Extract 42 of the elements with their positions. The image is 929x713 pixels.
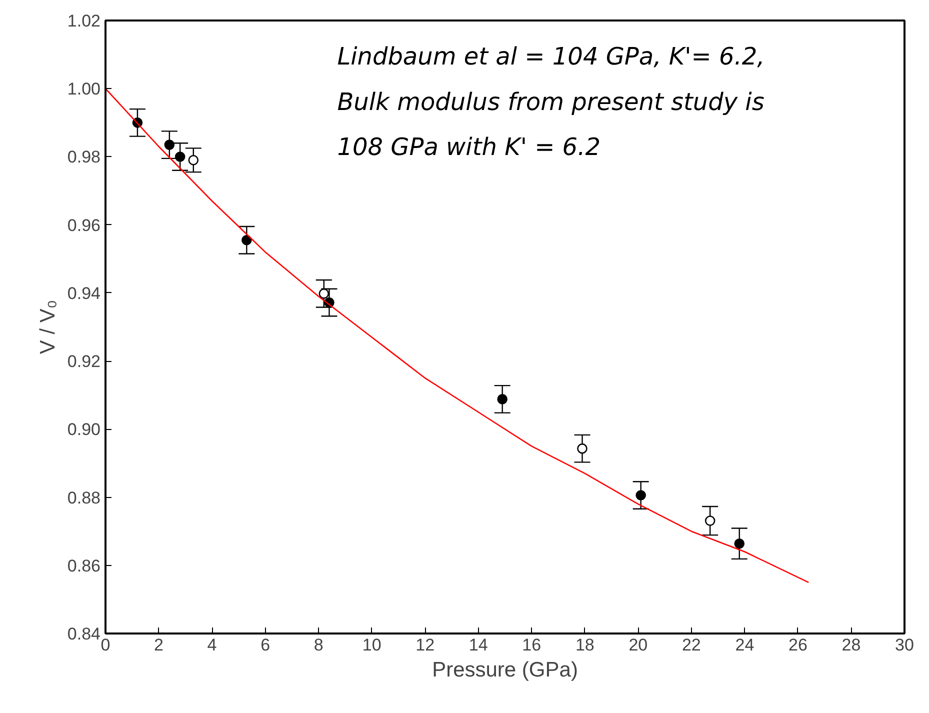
point bbox=[704, 516, 716, 526]
annotation: Bulk modulus from present study is bbox=[337, 88, 764, 116]
point bbox=[636, 490, 646, 500]
x-tick-label: 24 bbox=[735, 636, 754, 654]
x-tick-label: 14 bbox=[468, 636, 488, 654]
x-tick-label: 8 bbox=[314, 636, 324, 654]
point bbox=[242, 235, 252, 246]
x-tick-label: 18 bbox=[575, 636, 594, 654]
point bbox=[188, 154, 199, 166]
y-tick-label: 1.02 bbox=[67, 12, 101, 30]
annotation: Lindbaum et al = 104 GPa, K'= 6.2, bbox=[337, 42, 765, 71]
x-tick-label: 10 bbox=[362, 636, 382, 654]
x-tick-label: 30 bbox=[895, 636, 914, 654]
x-axis-title: Pressure (GPa) bbox=[432, 658, 578, 682]
x-tick-label: 20 bbox=[628, 636, 648, 654]
x-tick-label: 2 bbox=[154, 636, 164, 654]
y-tick-label: 1.00 bbox=[67, 80, 101, 99]
x-tick-label: 4 bbox=[207, 636, 217, 654]
y-tick-label: 0.94 bbox=[67, 284, 101, 303]
x-tick-label: 26 bbox=[788, 636, 808, 654]
y-tick-label: 0.98 bbox=[67, 148, 101, 167]
x-tick-label: 28 bbox=[842, 636, 861, 654]
point bbox=[497, 394, 508, 404]
y-tick-label: 0.96 bbox=[67, 216, 101, 235]
line-series bbox=[106, 88, 810, 584]
y-tick-label: 0.88 bbox=[67, 488, 101, 508]
point bbox=[164, 140, 175, 150]
point bbox=[577, 443, 588, 454]
y-tick-label: 0.84 bbox=[67, 624, 101, 644]
x-tick-label: 0 bbox=[100, 636, 110, 654]
y-tick-label: 0.92 bbox=[67, 352, 101, 372]
y-tick-label: 0.86 bbox=[67, 556, 101, 576]
x-tick-label: 22 bbox=[682, 636, 701, 654]
y-tick-label: 0.90 bbox=[67, 420, 101, 440]
point bbox=[734, 538, 745, 549]
y-axis-title: V / V₀ bbox=[36, 300, 60, 354]
point bbox=[318, 288, 330, 299]
x-tick-label: 12 bbox=[416, 636, 435, 654]
annotation: 108 GPa with K' = 6.2 bbox=[337, 133, 600, 162]
point bbox=[174, 152, 186, 162]
x-tick-label: 6 bbox=[260, 636, 270, 654]
x-tick-label: 16 bbox=[522, 636, 542, 654]
